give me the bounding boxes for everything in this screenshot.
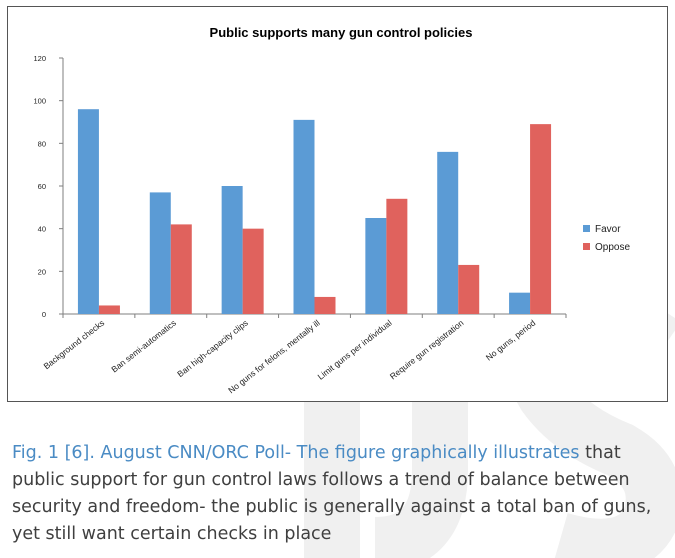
figure-frame bbox=[7, 6, 668, 402]
bar-oppose bbox=[386, 198, 408, 314]
bar-oppose bbox=[242, 228, 264, 314]
y-tick-label: 40 bbox=[38, 225, 46, 234]
bar-favor bbox=[149, 192, 171, 314]
legend-label-favor: Favor bbox=[595, 224, 621, 235]
x-category-label: Background checks bbox=[42, 318, 107, 372]
x-category-label: Ban high-capacity clips bbox=[175, 318, 250, 379]
caption-lead: Fig. 1 [6]. August CNN/ORC Poll- The fig… bbox=[12, 443, 580, 463]
x-category-label: No guns, period bbox=[484, 318, 538, 363]
y-tick-label: 20 bbox=[38, 267, 46, 276]
y-tick-label: 100 bbox=[33, 97, 46, 106]
legend-label-oppose: Oppose bbox=[595, 242, 630, 253]
bar-favor bbox=[77, 109, 99, 314]
bar-chart: Public supports many gun control policie… bbox=[33, 25, 630, 395]
legend-swatch-favor bbox=[583, 225, 590, 232]
y-tick-label: 60 bbox=[38, 182, 46, 191]
bar-favor bbox=[293, 119, 315, 314]
legend-swatch-oppose bbox=[583, 243, 590, 250]
x-category-label: Ban semi-automatics bbox=[109, 318, 178, 375]
x-category-label: Limit guns per individual bbox=[316, 318, 394, 382]
caption-body: that public support for gun control laws… bbox=[12, 443, 652, 544]
bar-favor bbox=[509, 292, 531, 314]
bar-oppose bbox=[170, 224, 192, 314]
bar-favor bbox=[437, 151, 459, 314]
bar-oppose bbox=[314, 296, 336, 314]
bar-oppose bbox=[458, 264, 480, 314]
chart-title: Public supports many gun control policie… bbox=[210, 25, 473, 40]
bar-oppose bbox=[98, 305, 120, 314]
y-tick-label: 80 bbox=[38, 139, 46, 148]
x-category-label: Require gun registration bbox=[388, 318, 466, 382]
bar-favor bbox=[221, 186, 243, 314]
figure-caption: Fig. 1 [6]. August CNN/ORC Poll- The fig… bbox=[12, 440, 670, 548]
y-tick-label: 120 bbox=[33, 54, 46, 63]
y-tick-label: 0 bbox=[42, 310, 46, 319]
bar-favor bbox=[365, 218, 387, 314]
bar-oppose bbox=[530, 124, 552, 314]
